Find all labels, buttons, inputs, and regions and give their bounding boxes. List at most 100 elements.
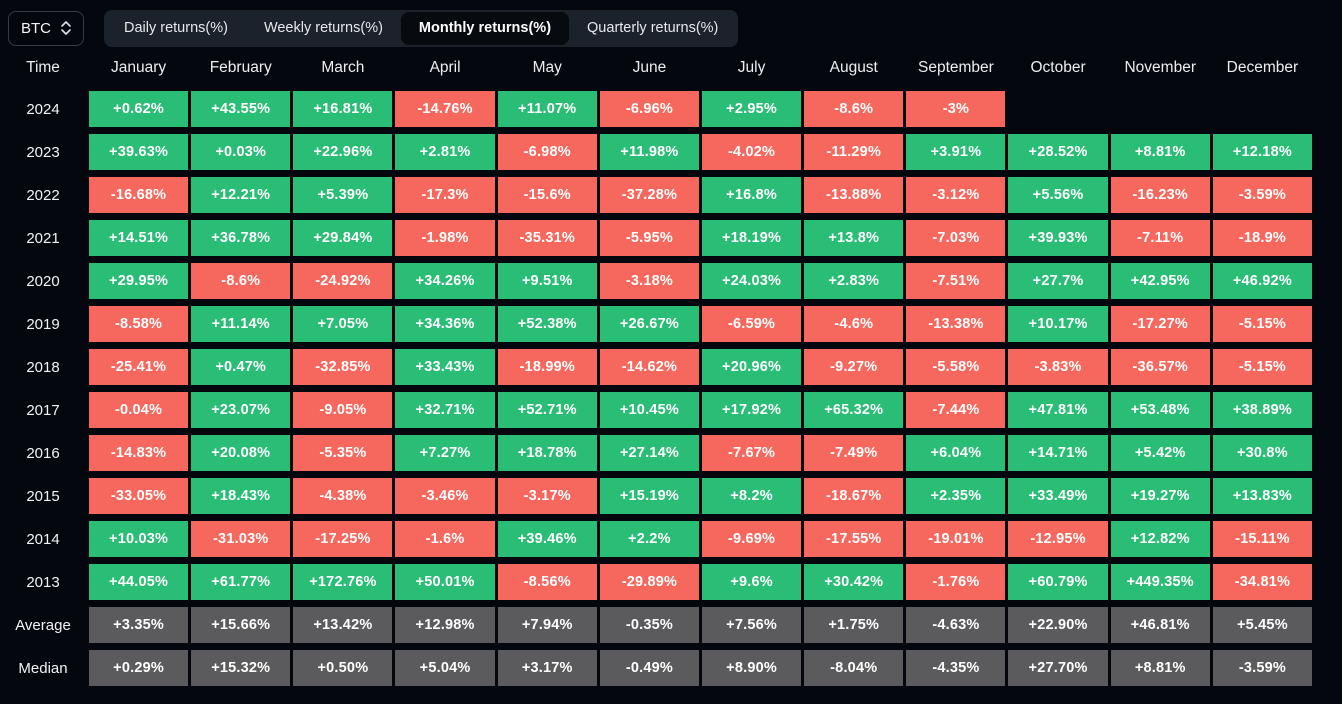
return-cell: +32.71% <box>395 392 495 428</box>
return-cell: +27.7% <box>1008 263 1108 299</box>
empty-cell <box>1111 91 1210 127</box>
column-header-month: January <box>111 59 167 76</box>
return-cell: +38.89% <box>1212 392 1312 428</box>
return-cell: +17.92% <box>701 392 802 428</box>
return-cell: +65.32% <box>804 392 904 428</box>
return-cell: +44.05% <box>89 564 189 600</box>
return-cell: +2.81% <box>395 134 495 170</box>
return-cell: -1.6% <box>395 521 495 557</box>
return-cell: +9.51% <box>497 263 597 299</box>
return-cell: +53.48% <box>1110 392 1210 428</box>
return-cell: -6.98% <box>497 134 597 170</box>
return-cell: +34.26% <box>395 263 495 299</box>
column-header-month: August <box>829 59 878 76</box>
return-cell: -5.35% <box>293 435 393 471</box>
return-cell: +22.96% <box>293 134 393 170</box>
return-cell: +7.05% <box>293 306 393 342</box>
return-cell: +20.08% <box>191 435 291 471</box>
return-cell: +12.98% <box>395 607 495 643</box>
return-cell: -0.35% <box>599 607 699 643</box>
return-cell: +16.8% <box>701 177 802 213</box>
return-cell: +22.90% <box>1008 607 1108 643</box>
return-cell: -37.28% <box>599 177 699 213</box>
return-cell: +2.83% <box>804 263 904 299</box>
return-cell: +449.35% <box>1110 564 1210 600</box>
return-cell: -3.59% <box>1212 650 1312 686</box>
return-cell: +5.39% <box>293 177 393 213</box>
return-cell: -17.55% <box>804 521 904 557</box>
column-header-month: July <box>737 59 766 76</box>
tab-weekly-returns[interactable]: Weekly returns(%) <box>246 12 401 45</box>
return-cell: -4.6% <box>804 306 904 342</box>
return-cell: +18.19% <box>701 220 802 256</box>
return-cell: +8.2% <box>701 478 802 514</box>
tab-monthly-returns[interactable]: Monthly returns(%) <box>400 11 570 45</box>
return-cell: +43.55% <box>191 91 291 127</box>
return-cell: -3.17% <box>497 478 597 514</box>
row-label-2018: 2018 <box>26 358 60 376</box>
return-cell: -4.02% <box>701 134 802 170</box>
return-cell: +19.27% <box>1110 478 1210 514</box>
return-cell: +29.84% <box>293 220 393 256</box>
return-cell: +46.92% <box>1212 263 1312 299</box>
return-cell: -1.98% <box>395 220 495 256</box>
return-cell: -11.29% <box>804 134 904 170</box>
return-cell: -5.95% <box>599 220 699 256</box>
return-cell: -7.11% <box>1110 220 1210 256</box>
return-cell: +39.46% <box>497 521 597 557</box>
return-cell: -33.05% <box>89 478 189 514</box>
column-header-month: November <box>1124 59 1196 76</box>
return-cell: -5.58% <box>906 349 1006 385</box>
return-cell: +2.35% <box>906 478 1006 514</box>
return-cell: -6.96% <box>599 91 699 127</box>
symbol-selector[interactable]: BTC <box>8 10 84 46</box>
return-cell: +8.90% <box>701 650 802 686</box>
return-cell: +0.47% <box>191 349 291 385</box>
return-cell: +10.03% <box>89 521 189 557</box>
return-cell: +18.43% <box>191 478 291 514</box>
return-cell: -5.15% <box>1212 349 1312 385</box>
return-cell: -1.76% <box>906 564 1006 600</box>
return-cell: +39.93% <box>1008 220 1108 256</box>
return-cell: +36.78% <box>191 220 291 256</box>
return-cell: -32.85% <box>293 349 393 385</box>
return-cell: +172.76% <box>293 564 393 600</box>
return-cell: +8.81% <box>1110 134 1210 170</box>
return-cell: -17.3% <box>395 177 495 213</box>
return-cell: +30.8% <box>1212 435 1312 471</box>
return-cell: -8.6% <box>191 263 291 299</box>
return-cell: -3% <box>906 91 1006 127</box>
row-label-2017: 2017 <box>26 401 60 419</box>
return-cell: -18.9% <box>1212 220 1312 256</box>
return-cell: +60.79% <box>1008 564 1108 600</box>
tab-quarterly-returns[interactable]: Quarterly returns(%) <box>569 12 736 45</box>
return-cell: -4.38% <box>293 478 393 514</box>
return-cell: -4.35% <box>906 650 1006 686</box>
column-header-month: April <box>429 59 461 76</box>
return-cell: -9.05% <box>293 392 393 428</box>
return-cell: -7.67% <box>701 435 802 471</box>
return-cell: -17.27% <box>1110 306 1210 342</box>
return-cell: +3.17% <box>497 650 597 686</box>
return-cell: +52.71% <box>497 392 597 428</box>
return-cell: +26.67% <box>599 306 699 342</box>
return-cell: +8.81% <box>1110 650 1210 686</box>
row-label-2021: 2021 <box>26 229 60 247</box>
return-cell: +42.95% <box>1110 263 1210 299</box>
top-bar: BTC Daily returns(%) Weekly returns(%) M… <box>0 0 1342 48</box>
row-label-average: Average <box>15 616 71 634</box>
return-cell: -17.25% <box>293 521 393 557</box>
return-cell: -13.88% <box>804 177 904 213</box>
return-cell: +0.03% <box>191 134 291 170</box>
tab-daily-returns[interactable]: Daily returns(%) <box>106 12 246 45</box>
return-cell: +1.75% <box>804 607 904 643</box>
row-label-2020: 2020 <box>26 272 60 290</box>
return-cell: -7.49% <box>804 435 904 471</box>
return-cell: +27.14% <box>599 435 699 471</box>
updown-chevron-icon <box>61 21 71 35</box>
return-cell: -25.41% <box>89 349 189 385</box>
return-cell: -6.59% <box>701 306 802 342</box>
return-cell: -5.15% <box>1212 306 1312 342</box>
return-cell: +29.95% <box>89 263 189 299</box>
return-cell: +39.63% <box>89 134 189 170</box>
